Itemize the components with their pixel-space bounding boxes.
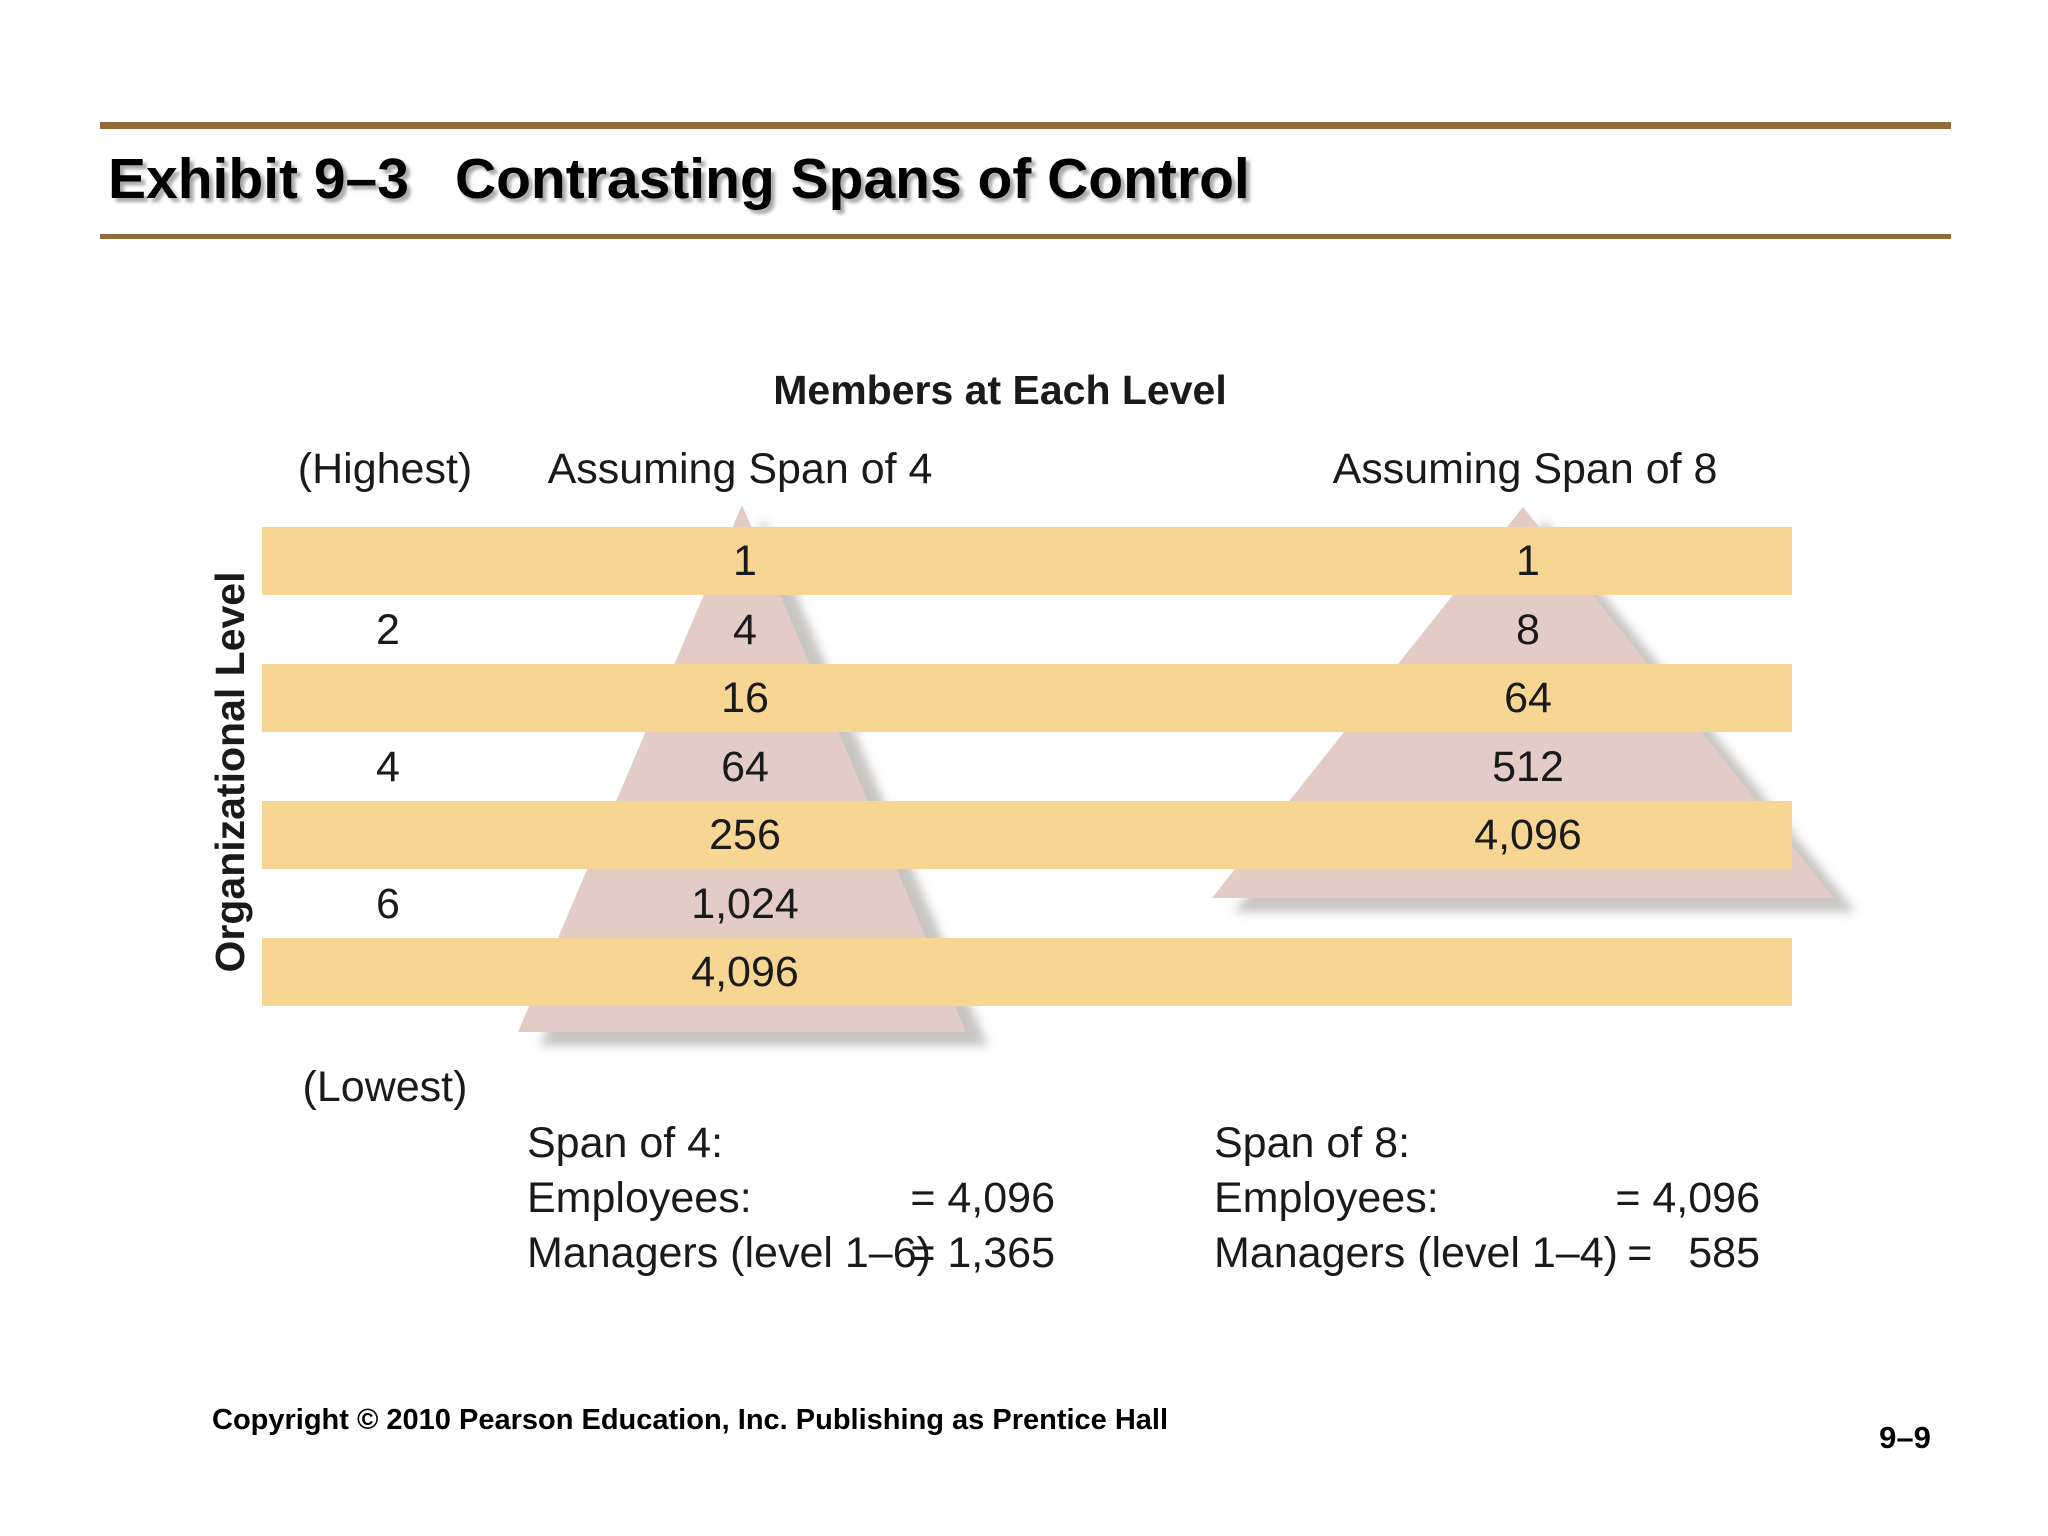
- y-axis-label: Organizational Level: [207, 571, 253, 973]
- level-number-6: 6: [376, 880, 400, 928]
- span8-managers-label: Managers (level 1–4): [1214, 1229, 1618, 1277]
- span8-members-level2: 8: [1516, 606, 1540, 654]
- span8-members-level3: 64: [1504, 674, 1552, 722]
- span8-members-level5: 4,096: [1474, 811, 1582, 859]
- copyright-notice: Copyright © 2010 Pearson Education, Inc.…: [212, 1404, 1169, 1436]
- highest-label: (Highest): [297, 445, 473, 493]
- span4-column-header: Assuming Span of 4: [547, 445, 933, 493]
- span4-members-level2: 4: [733, 606, 757, 654]
- span4-members-level6: 1,024: [691, 880, 799, 928]
- span8-managers-row: Managers (level 1–4) = 585: [1214, 1226, 1760, 1281]
- level-band-3: [262, 664, 1792, 732]
- span4-employees-label: Employees:: [527, 1174, 752, 1222]
- title-rule-top: [100, 122, 1951, 129]
- title-rule-bottom: [100, 234, 1951, 239]
- span4-members-level3: 16: [721, 674, 769, 722]
- span8-summary: Span of 8: Employees: = 4,096 Managers (…: [1214, 1116, 1760, 1281]
- span4-summary-title: Span of 4:: [527, 1119, 724, 1167]
- span4-members-level5: 256: [709, 811, 781, 859]
- span4-employees-value: = 4,096: [910, 1174, 1055, 1222]
- span4-managers-label: Managers (level 1–6): [527, 1229, 931, 1277]
- span4-members-level4: 64: [721, 743, 769, 791]
- figure-title: Members at Each Level: [773, 367, 1227, 413]
- span4-managers-row: Managers (level 1–6) = 1,365: [527, 1226, 1055, 1281]
- lowest-label: (Lowest): [302, 1063, 468, 1111]
- exhibit-label: Exhibit 9–3: [108, 147, 409, 211]
- span8-members-level1: 1: [1516, 537, 1540, 585]
- slide-page-number: 9–9: [1879, 1420, 1931, 1455]
- span8-employees-row: Employees: = 4,096: [1214, 1171, 1760, 1226]
- span8-managers-value: = 585: [1627, 1229, 1760, 1277]
- span4-managers-value: = 1,365: [910, 1229, 1055, 1277]
- span8-summary-title: Span of 8:: [1214, 1119, 1411, 1167]
- span8-column-header: Assuming Span of 8: [1332, 445, 1718, 493]
- span8-employees-value: = 4,096: [1615, 1174, 1760, 1222]
- level-band-1: [262, 527, 1792, 595]
- span4-members-level1: 1: [733, 537, 757, 585]
- span4-pyramid: [518, 505, 966, 1032]
- page-title: Exhibit 9–3 Contrasting Spans of Control: [108, 146, 1250, 212]
- span4-employees-row: Employees: = 4,096: [527, 1171, 1055, 1226]
- span4-members-level7: 4,096: [691, 948, 799, 996]
- span8-members-level4: 512: [1492, 743, 1564, 791]
- span8-employees-label: Employees:: [1214, 1174, 1439, 1222]
- level-number-4: 4: [376, 743, 400, 791]
- title-text: Contrasting Spans of Control: [454, 147, 1250, 211]
- level-band-7: [262, 938, 1792, 1006]
- level-band-5: [262, 801, 1792, 869]
- span4-summary: Span of 4: Employees: = 4,096 Managers (…: [527, 1116, 1055, 1281]
- level-number-2: 2: [376, 606, 400, 654]
